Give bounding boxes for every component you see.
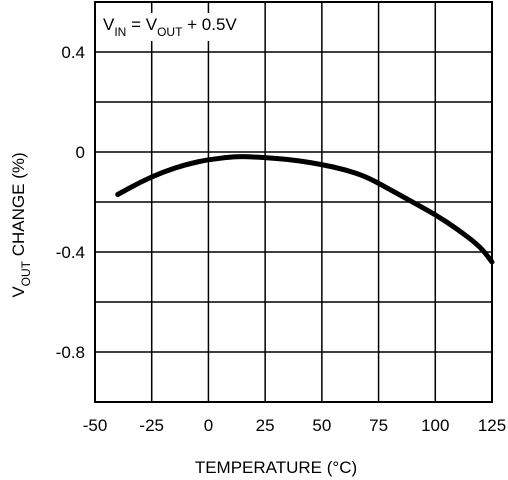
y-tick-label: 0 bbox=[76, 143, 85, 162]
grid-lines bbox=[94, 1, 493, 403]
y-axis-title: VOUT CHANGE (%) bbox=[9, 152, 33, 297]
x-tick-label: 25 bbox=[256, 416, 275, 435]
annotation-label: VIN = VOUT + 0.5V bbox=[103, 15, 237, 39]
x-tick-label: 100 bbox=[421, 416, 449, 435]
x-tick-label: 0 bbox=[204, 416, 213, 435]
x-axis-title: TEMPERATURE (°C) bbox=[195, 458, 357, 477]
y-tick-label: -0.8 bbox=[56, 343, 85, 362]
annotation-background bbox=[99, 13, 242, 41]
x-tick-label: -25 bbox=[139, 416, 164, 435]
x-tick-label: 75 bbox=[369, 416, 388, 435]
series-line bbox=[115, 154, 495, 265]
x-tick-label: 125 bbox=[478, 416, 506, 435]
x-tick-label: 50 bbox=[312, 416, 331, 435]
y-tick-labels: 0.4 0 -0.4 -0.8 bbox=[56, 43, 85, 362]
y-tick-label: -0.4 bbox=[56, 243, 85, 262]
y-tick-label: 0.4 bbox=[61, 43, 85, 62]
plot-frame bbox=[94, 1, 493, 403]
x-tick-labels: -50 -25 0 25 50 75 100 125 bbox=[83, 416, 506, 435]
x-tick-label: -50 bbox=[83, 416, 108, 435]
